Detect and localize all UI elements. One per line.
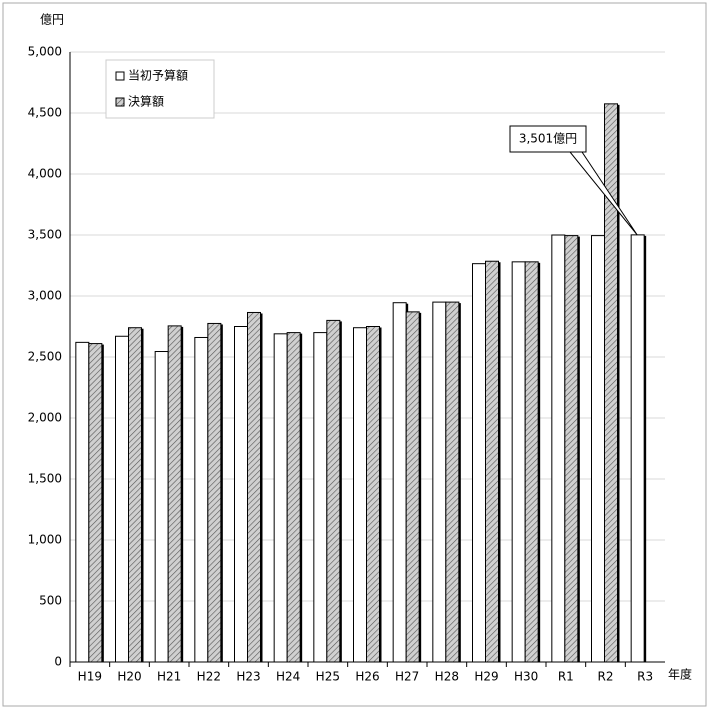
x-tick-label: H20 [117,670,141,684]
x-tick-label: H27 [395,670,419,684]
bar [167,325,182,663]
y-tick-label: 3,000 [28,289,62,303]
y-tick-label: 1,000 [28,533,62,547]
callout-box [509,125,587,153]
bar [273,333,288,663]
x-tick-label: H29 [474,670,498,684]
bar [115,335,129,663]
y-tick-label: 5,000 [28,45,62,59]
bar [234,326,248,663]
bar [472,263,486,663]
bar [313,332,328,663]
bar [591,235,605,663]
bar [485,260,499,663]
x-tick-label: R1 [558,670,574,684]
x-tick-label: R2 [598,670,614,684]
legend-box [105,59,215,119]
bar [564,235,579,663]
x-tick-label: H21 [157,670,181,684]
bar [405,311,420,663]
bar [392,302,407,663]
y-tick-label: 0 [54,655,62,669]
bar [511,261,526,663]
y-tick-label: 3,500 [28,228,62,242]
bar [366,326,380,663]
legend-swatch [115,97,125,107]
bar [353,327,367,663]
y-tick-label: 2,500 [28,350,62,364]
bar [432,301,447,663]
bar [326,319,341,663]
bar [445,301,460,663]
bar [604,103,618,663]
y-tick-label: 4,500 [28,106,62,120]
x-tick-label: H23 [236,670,260,684]
x-tick-label: H25 [316,670,340,684]
x-axis-label: 年度 [668,667,692,682]
y-tick-label: 1,500 [28,472,62,486]
y-axis-label: 億円 [40,13,64,27]
y-tick-label: 500 [39,594,62,608]
bar [247,311,261,663]
legend-label: 決算額 [128,94,164,109]
bar [128,327,142,663]
x-tick-label: H22 [197,670,221,684]
x-tick-label: H30 [514,670,538,684]
legend-swatch [115,71,125,81]
bar [524,261,539,663]
bar [88,343,103,663]
x-tick-label: H26 [355,670,379,684]
y-tick-label: 4,000 [28,167,62,181]
bar [286,332,301,663]
legend-label: 当初予算額 [128,68,188,83]
bar [154,351,169,663]
x-tick-label: H19 [78,670,102,684]
bar [75,341,90,663]
x-tick-label: H24 [276,670,300,684]
x-tick-label: H28 [435,670,459,684]
bar [194,336,209,663]
bar [551,234,566,663]
bar [207,322,222,663]
bar [630,234,645,663]
y-tick-label: 2,000 [28,411,62,425]
x-tick-label: R3 [637,670,653,684]
annotation: 3,501億円 [519,132,577,146]
